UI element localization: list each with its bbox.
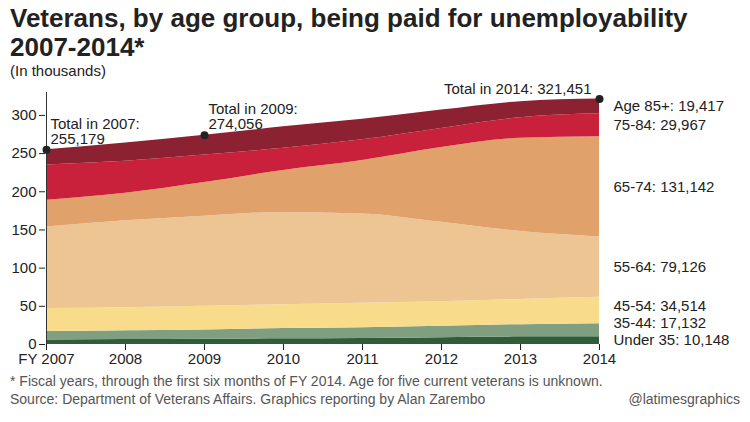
svg-text:Age 85+: 19,417: Age 85+: 19,417 — [614, 97, 725, 114]
svg-text:0: 0 — [28, 335, 37, 353]
svg-text:2009: 2009 — [188, 350, 221, 367]
svg-text:2014: 2014 — [583, 350, 616, 367]
html-text:@latimesgraphics: @latimesgraphics — [628, 391, 740, 407]
svg-text:Under 35: 10,148: Under 35: 10,148 — [614, 331, 730, 348]
html-text:(In thousands): (In thousands) — [10, 62, 106, 79]
svg-text:75-84: 29,967: 75-84: 29,967 — [614, 116, 707, 133]
svg-text:45-54: 34,514: 45-54: 34,514 — [614, 297, 707, 314]
svg-text:65-74: 131,142: 65-74: 131,142 — [614, 178, 715, 195]
svg-text:Total in 2014: 321,451: Total in 2014: 321,451 — [444, 80, 592, 97]
svg-text:150: 150 — [11, 221, 36, 238]
svg-text:2012: 2012 — [425, 350, 458, 367]
svg-text:55-64: 79,126: 55-64: 79,126 — [614, 258, 707, 275]
svg-text:35-44: 17,132: 35-44: 17,132 — [614, 314, 707, 331]
html-text:Veterans, by age group, being: Veterans, by age group, being paid for u… — [10, 3, 688, 62]
svg-text:300: 300 — [11, 106, 36, 123]
html-text:* Fiscal years, through the fi: * Fiscal years, through the first six mo… — [10, 373, 603, 389]
svg-text:2013: 2013 — [504, 350, 537, 367]
svg-text:50: 50 — [20, 297, 37, 314]
svg-text:2008: 2008 — [109, 350, 142, 367]
svg-text:100: 100 — [11, 259, 36, 276]
svg-text:2010: 2010 — [267, 350, 300, 367]
svg-text:Total in 2009:274,056: Total in 2009:274,056 — [209, 100, 298, 132]
svg-text:200: 200 — [11, 183, 36, 200]
html-text:Source: Department of Veterans: Source: Department of Veterans Affairs. … — [10, 391, 486, 407]
svg-text:FY 2007: FY 2007 — [18, 350, 74, 367]
svg-text:250: 250 — [11, 144, 36, 161]
svg-text:Total in 2007:255,179: Total in 2007:255,179 — [51, 115, 140, 147]
svg-text:2011: 2011 — [346, 350, 378, 367]
